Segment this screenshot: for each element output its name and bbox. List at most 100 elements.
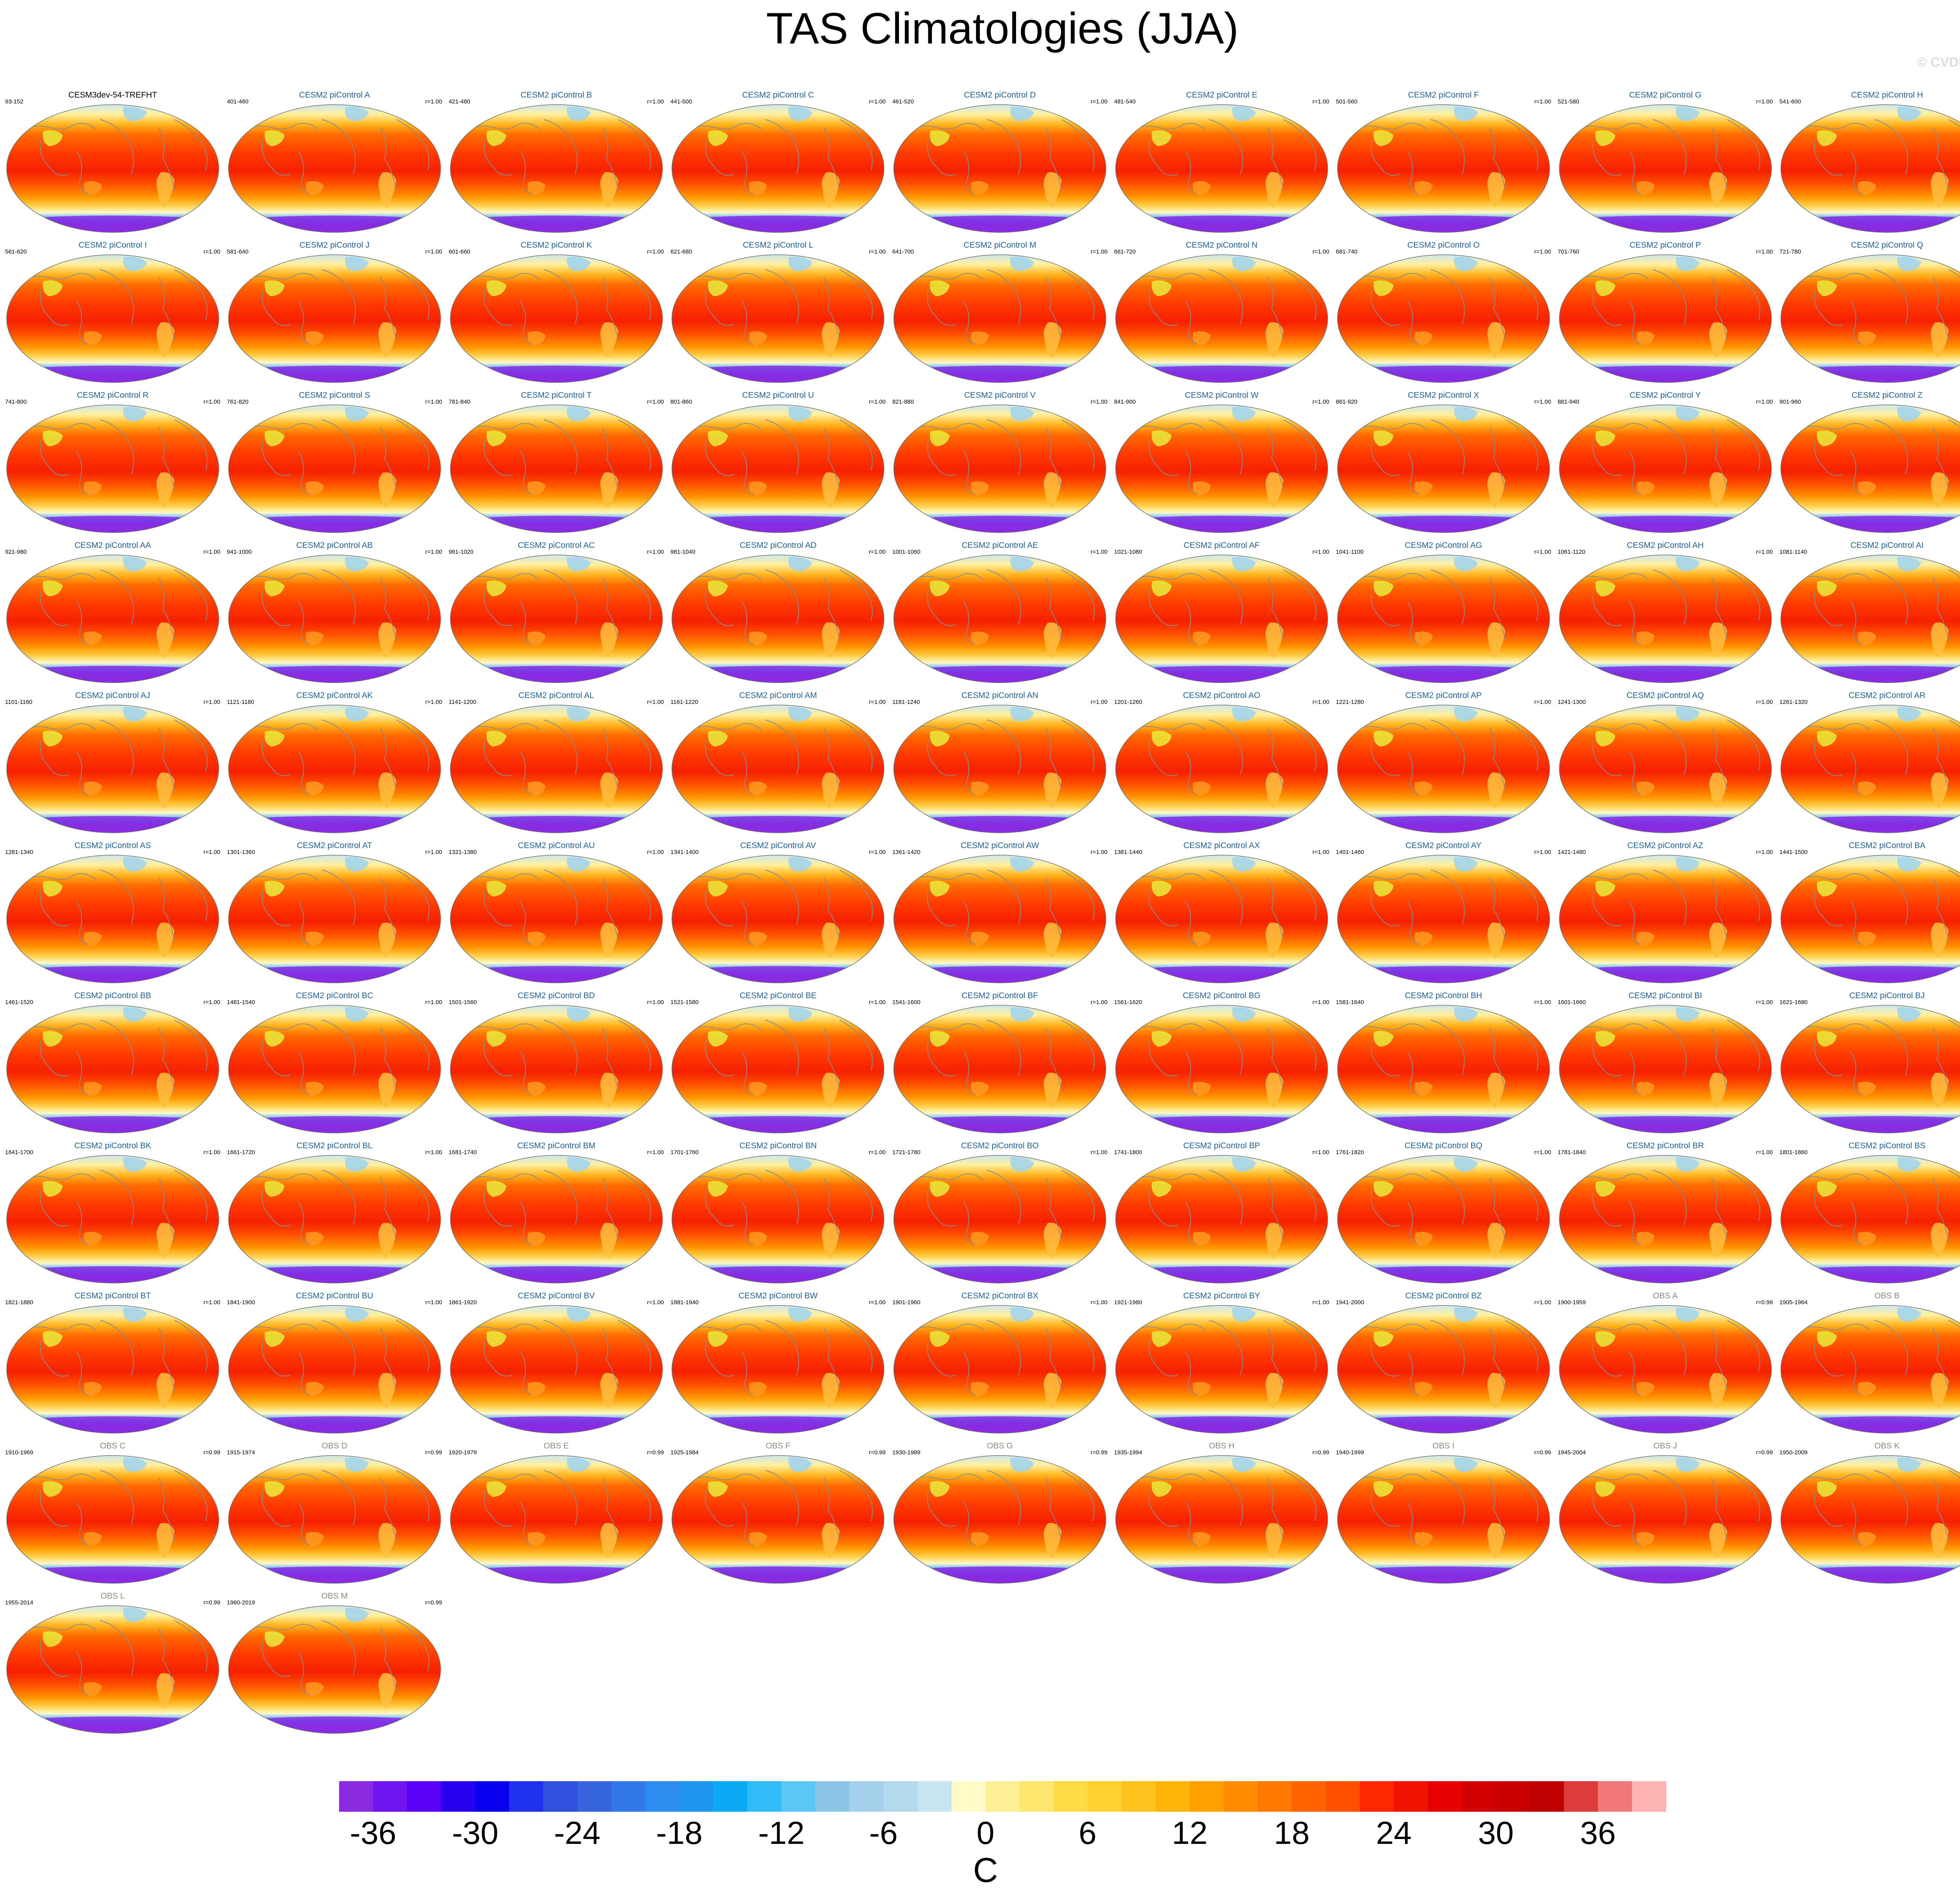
panel-years: 1661-1720 bbox=[227, 1149, 255, 1156]
coastline bbox=[963, 901, 976, 945]
land-patch bbox=[156, 322, 174, 358]
coastline bbox=[158, 577, 175, 641]
coastline bbox=[40, 889, 69, 926]
coastline bbox=[1874, 1470, 1908, 1526]
map-border bbox=[228, 404, 441, 533]
coastline bbox=[1711, 1478, 1728, 1541]
coastline bbox=[963, 601, 976, 645]
panel-correlation: r=1.00 bbox=[647, 699, 664, 705]
coastline bbox=[1814, 1189, 1843, 1227]
panel-correlation: r=0.99 bbox=[425, 1599, 442, 1606]
temperature-map bbox=[450, 855, 663, 983]
map-border bbox=[6, 1155, 219, 1283]
coastline bbox=[1061, 1320, 1095, 1372]
land-patch bbox=[1373, 1481, 1394, 1497]
colorbar-swatch bbox=[373, 1781, 408, 1812]
coastline bbox=[1149, 1490, 1178, 1527]
map-panel: OBS A 1900-1959 r=0.99 bbox=[1555, 1289, 1776, 1434]
panel-correlation: r=1.00 bbox=[425, 98, 442, 105]
colorbar-swatch bbox=[1428, 1781, 1462, 1812]
coastline bbox=[1850, 751, 1863, 795]
coastline bbox=[1628, 1201, 1641, 1245]
coastline bbox=[1933, 1328, 1949, 1391]
map-panel: CESM2 piControl G 521-580 r=1.00 bbox=[1555, 88, 1776, 233]
map-panel: CESM2 piControl K 601-660 r=1.00 bbox=[446, 238, 667, 383]
temperature-map bbox=[450, 1305, 663, 1434]
land-patch bbox=[1044, 1073, 1062, 1108]
panel-correlation: r=1.00 bbox=[425, 399, 442, 405]
map-panel: CESM2 piControl O 681-740 r=1.00 bbox=[1333, 238, 1554, 383]
temperature-map bbox=[1337, 855, 1550, 983]
panel-years: 1341-1400 bbox=[670, 849, 699, 856]
map-panel: CESM2 piControl BC 1481-1540 r=1.00 bbox=[224, 989, 445, 1134]
coastline bbox=[686, 723, 762, 732]
temperature-map bbox=[1337, 1155, 1550, 1283]
land-patch bbox=[600, 622, 618, 658]
coastline bbox=[1130, 1474, 1205, 1483]
coastline bbox=[839, 269, 873, 321]
colorbar-tick-label: -18 bbox=[656, 1815, 703, 1851]
land-patch bbox=[1414, 1232, 1433, 1246]
panel-years: 1920-1979 bbox=[448, 1449, 477, 1456]
map-panel: CESM2 piControl P 701-760 r=1.00 bbox=[1555, 238, 1776, 383]
temperature-map bbox=[228, 404, 441, 533]
coastline bbox=[1850, 1051, 1863, 1095]
panel-correlation: r=0.99 bbox=[869, 1449, 886, 1456]
panel-title: CESM2 piControl M bbox=[963, 241, 1036, 250]
land-patch bbox=[749, 1382, 768, 1396]
coastline bbox=[76, 1501, 89, 1545]
coastline bbox=[1874, 1020, 1908, 1075]
coastline bbox=[1628, 901, 1641, 945]
coastline bbox=[1850, 301, 1863, 344]
coastline bbox=[1874, 870, 1908, 925]
coastline bbox=[321, 1320, 356, 1376]
coastline bbox=[76, 1651, 89, 1695]
coastline bbox=[380, 427, 397, 491]
coastline bbox=[158, 1628, 175, 1691]
map-border bbox=[1115, 404, 1328, 533]
land-patch bbox=[1897, 1457, 1922, 1472]
coastline bbox=[1267, 1328, 1284, 1391]
coastline bbox=[1628, 601, 1641, 645]
panel-title: CESM2 piControl AB bbox=[296, 541, 373, 550]
land-patch bbox=[566, 257, 591, 271]
coastline bbox=[174, 870, 208, 921]
panel-title: OBS E bbox=[543, 1441, 569, 1450]
map-panel: CESM2 piControl BY 1921-1980 r=1.00 bbox=[1111, 1289, 1332, 1434]
coastline bbox=[987, 119, 1021, 175]
colorbar-swatch bbox=[713, 1781, 748, 1812]
panel-correlation: r=1.00 bbox=[647, 549, 664, 555]
colorbar-swatch bbox=[985, 1781, 1020, 1812]
land-patch bbox=[1709, 1523, 1727, 1559]
temperature-map bbox=[6, 1005, 219, 1133]
land-patch bbox=[1487, 322, 1505, 358]
panel-title: CESM2 piControl I bbox=[78, 241, 147, 250]
land-patch bbox=[1675, 107, 1700, 121]
land-patch bbox=[305, 1232, 324, 1246]
map-panel: OBS C 1910-1969 r=0.99 bbox=[2, 1439, 223, 1584]
coastline bbox=[1814, 139, 1843, 176]
coastline bbox=[174, 720, 208, 771]
coastline bbox=[465, 1323, 540, 1332]
land-patch bbox=[1931, 1523, 1949, 1559]
panel-years: 1941-2000 bbox=[1336, 1299, 1364, 1306]
land-patch bbox=[43, 280, 63, 296]
coastline bbox=[40, 1189, 69, 1227]
land-patch bbox=[971, 1082, 989, 1096]
coastline bbox=[1406, 150, 1419, 194]
land-patch bbox=[788, 707, 813, 721]
panel-years: 1221-1280 bbox=[1336, 699, 1364, 705]
coastline bbox=[243, 273, 318, 282]
map-panel: CESM2 piControl AE 1001-1060 r=1.00 bbox=[889, 538, 1111, 683]
coastline bbox=[1185, 451, 1198, 495]
land-patch bbox=[1675, 1157, 1700, 1172]
panel-title: CESM2 piControl E bbox=[1186, 91, 1258, 100]
panel-years: 561-620 bbox=[5, 248, 27, 255]
coastline bbox=[1933, 1028, 1949, 1091]
coastline bbox=[1061, 870, 1095, 921]
temperature-map bbox=[1115, 1155, 1328, 1283]
land-patch bbox=[1414, 481, 1433, 496]
panel-title: CESM2 piControl B bbox=[521, 91, 592, 100]
panel-title: CESM2 piControl T bbox=[521, 391, 592, 400]
land-patch bbox=[749, 481, 768, 496]
